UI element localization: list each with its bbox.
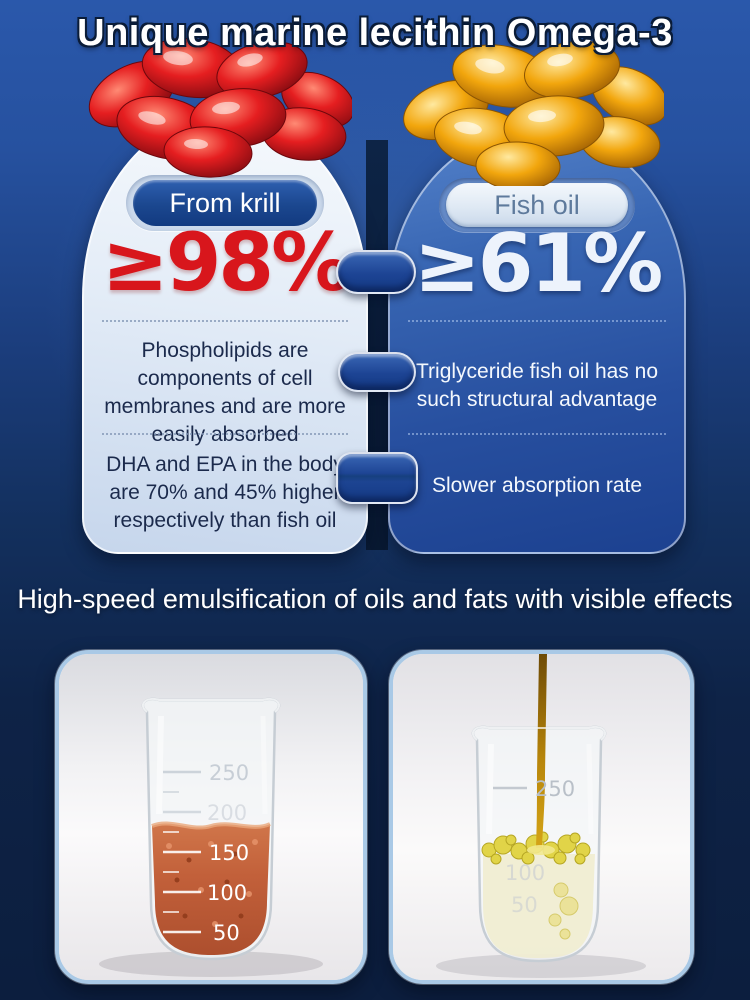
page-title: Unique marine lecithin Omega-3 [77, 12, 673, 54]
connector-pill-2 [338, 352, 416, 392]
beaker-marking: 250 [535, 777, 575, 801]
beaker-marking: 250 [209, 761, 249, 785]
fish-oil-percentage: ≥61% [413, 217, 664, 310]
krill-point-2: DHA and EPA in the body are 70% and 45% … [106, 453, 344, 532]
beaker-marking: 50 [511, 893, 538, 917]
fish-oil-panel: Fish oil ≥61% Triglyceride fish oil has … [388, 128, 686, 554]
krill-point-1: Phospholipids are components of cell mem… [104, 339, 346, 446]
krill-badge-groove: From krill [126, 175, 324, 231]
connector-pill-1 [336, 250, 416, 294]
beaker-marking: 50 [213, 921, 240, 945]
beaker-marking: 100 [207, 881, 247, 905]
krill-badge-label: From krill [169, 187, 281, 218]
fish-oil-point-2: Slower absorption rate [431, 474, 643, 497]
beaker-marking: 100 [505, 861, 545, 885]
krill-emulsion-beaker-image: 250 200 150 100 50 [59, 654, 363, 980]
krill-capsules-image [88, 37, 352, 178]
beaker-marking: 150 [209, 841, 249, 865]
fish-oil-beaker-image: 250 100 50 [393, 654, 690, 980]
divider-spine [366, 140, 388, 550]
emulsification-heading: High-speed emulsification of oils and fa… [17, 584, 733, 614]
dotted-divider [408, 433, 666, 435]
krill-panel: From krill ≥98% Phospholipids are compon… [82, 113, 368, 554]
dotted-divider [408, 320, 666, 322]
krill-percentage: ≥98% [101, 216, 352, 309]
fish-oil-badge-groove: Fish oil [439, 178, 635, 232]
fish-oil-badge-label: Fish oil [494, 189, 580, 220]
fish-oil-capsules-image [403, 40, 664, 186]
fish-oil-point-1: Triglyceride fish oil has no such struct… [416, 360, 658, 411]
fish-oil-pour-photo: 250 100 50 [389, 650, 694, 984]
beaker-marking: 200 [207, 801, 247, 825]
connector-pill-3 [336, 452, 418, 504]
dotted-divider [102, 433, 348, 435]
fish-oil-badge: Fish oil [446, 183, 628, 227]
krill-badge: From krill [133, 180, 317, 226]
krill-emulsion-photo: 250 200 150 100 50 [55, 650, 367, 984]
dotted-divider [102, 320, 348, 322]
